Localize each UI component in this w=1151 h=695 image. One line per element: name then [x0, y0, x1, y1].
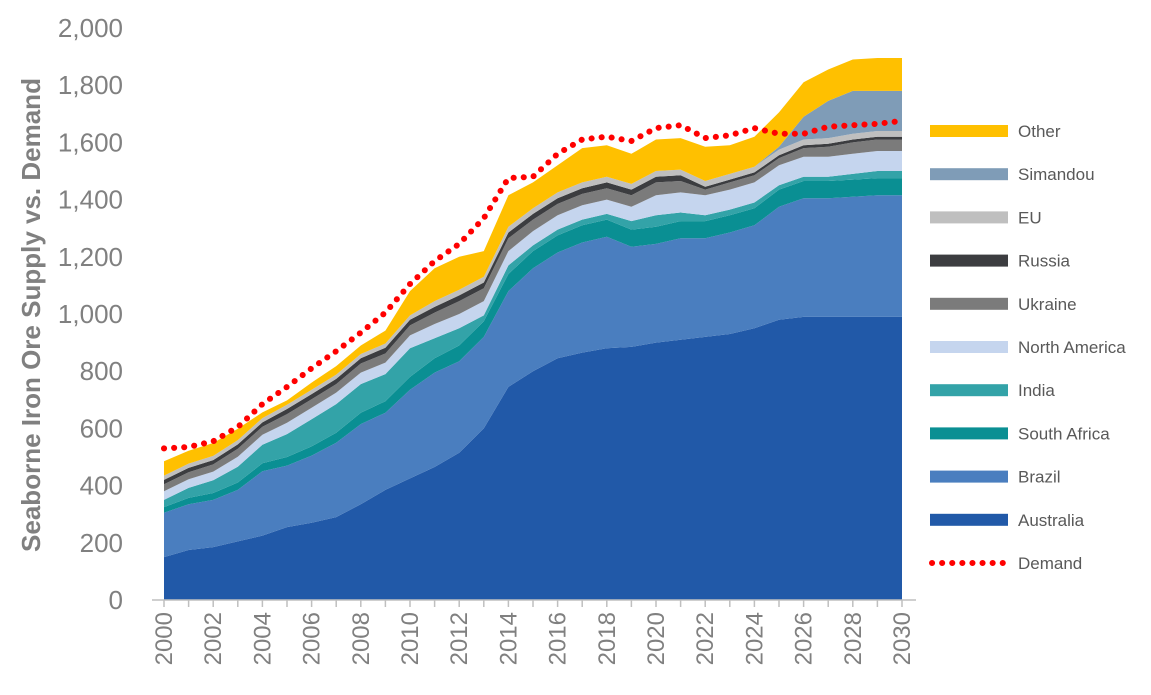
y-tick-label: 600	[80, 413, 123, 443]
legend-item-india: India	[930, 381, 1055, 400]
legend-item-eu: EU	[930, 208, 1042, 227]
legend-label: Brazil	[1018, 468, 1061, 487]
y-tick-label: 1,600	[58, 127, 123, 157]
x-tick-label: 2030	[889, 612, 916, 665]
y-tick-label: 1,400	[58, 185, 123, 215]
area-australia	[164, 316, 902, 600]
x-tick-label: 2022	[692, 612, 719, 665]
legend-swatch	[930, 211, 1008, 224]
legend-swatch	[930, 513, 1008, 526]
y-tick-label: 1,200	[58, 242, 123, 272]
y-tick-label: 200	[80, 528, 123, 558]
y-tick-label: 0	[109, 585, 123, 615]
area-north-america	[164, 151, 902, 500]
legend-label: North America	[1018, 338, 1126, 357]
legend-label: Russia	[1018, 252, 1071, 271]
x-tick-label: 2010	[397, 612, 424, 665]
area-india	[164, 171, 902, 508]
legend-item-south-africa: South Africa	[930, 424, 1110, 443]
legend-swatch	[930, 125, 1008, 137]
x-tick-label: 2016	[545, 612, 572, 665]
legend-swatch	[930, 297, 1008, 310]
demand-line	[161, 117, 905, 452]
y-tick-label: 400	[80, 471, 123, 501]
legend-item-demand: Demand	[929, 554, 1082, 573]
legend-label: Demand	[1018, 554, 1082, 573]
legend-item-australia: Australia	[930, 511, 1085, 530]
x-tick-label: 2004	[249, 612, 276, 665]
legend-label: South Africa	[1018, 424, 1110, 443]
x-tick-label: 2002	[200, 612, 227, 665]
demand-series-line	[161, 117, 905, 452]
legend-label: Simandou	[1018, 165, 1095, 184]
x-tick-label: 2026	[791, 612, 818, 665]
x-tick-label: 2006	[299, 612, 326, 665]
legend-item-north-america: North America	[930, 338, 1126, 357]
legend-item-other: Other	[930, 122, 1061, 141]
legend-item-ukraine: Ukraine	[930, 295, 1077, 314]
y-axis-ticks: 0 200 400 600 800 1,000 1,200 1,400 1,600 1,800 2,…	[58, 13, 123, 615]
legend-swatch	[930, 254, 1008, 267]
legend-swatch	[930, 470, 1008, 483]
area-other	[164, 58, 902, 476]
y-tick-label: 2,000	[58, 13, 123, 43]
legend-swatch	[930, 384, 1008, 397]
y-tick-label: 1,000	[58, 299, 123, 329]
x-tick-label: 2012	[446, 612, 473, 665]
stacked-areas	[164, 58, 902, 600]
legend-label: Ukraine	[1018, 295, 1077, 314]
legend-label: India	[1018, 381, 1055, 400]
legend-label: Australia	[1018, 511, 1085, 530]
legend-swatch	[930, 168, 1008, 181]
area-simandou	[164, 90, 902, 476]
y-tick-label: 1,800	[58, 70, 123, 100]
legend-label: Other	[1018, 122, 1061, 141]
legend-item-russia: Russia	[930, 252, 1071, 271]
x-tick-label: 2008	[348, 612, 375, 665]
x-tick-label: 2028	[840, 612, 867, 665]
y-tick-label: 800	[80, 356, 123, 386]
legend: Other Simandou EU Russia Ukraine North Americ…	[929, 122, 1126, 573]
area-brazil	[164, 195, 902, 558]
area-south-africa	[164, 178, 902, 513]
x-tick-label: 2018	[594, 612, 621, 665]
x-tick-label: 2014	[495, 612, 522, 665]
area-ukraine	[164, 139, 902, 492]
y-axis-title: Seaborne Iron Ore Supply vs. Demand	[16, 78, 46, 552]
legend-label: EU	[1018, 208, 1042, 227]
x-tick-label: 2024	[741, 612, 768, 665]
x-tick-label: 2000	[151, 612, 178, 665]
legend-item-simandou: Simandou	[930, 165, 1095, 184]
legend-swatch	[930, 427, 1008, 440]
x-tick-label: 2020	[643, 612, 670, 665]
legend-item-brazil: Brazil	[930, 468, 1061, 487]
legend-swatch	[930, 341, 1008, 353]
x-axis-ticks: 2000 2002 2004 2006 2008 2010 2012 2014 2016 2018…	[151, 600, 916, 665]
